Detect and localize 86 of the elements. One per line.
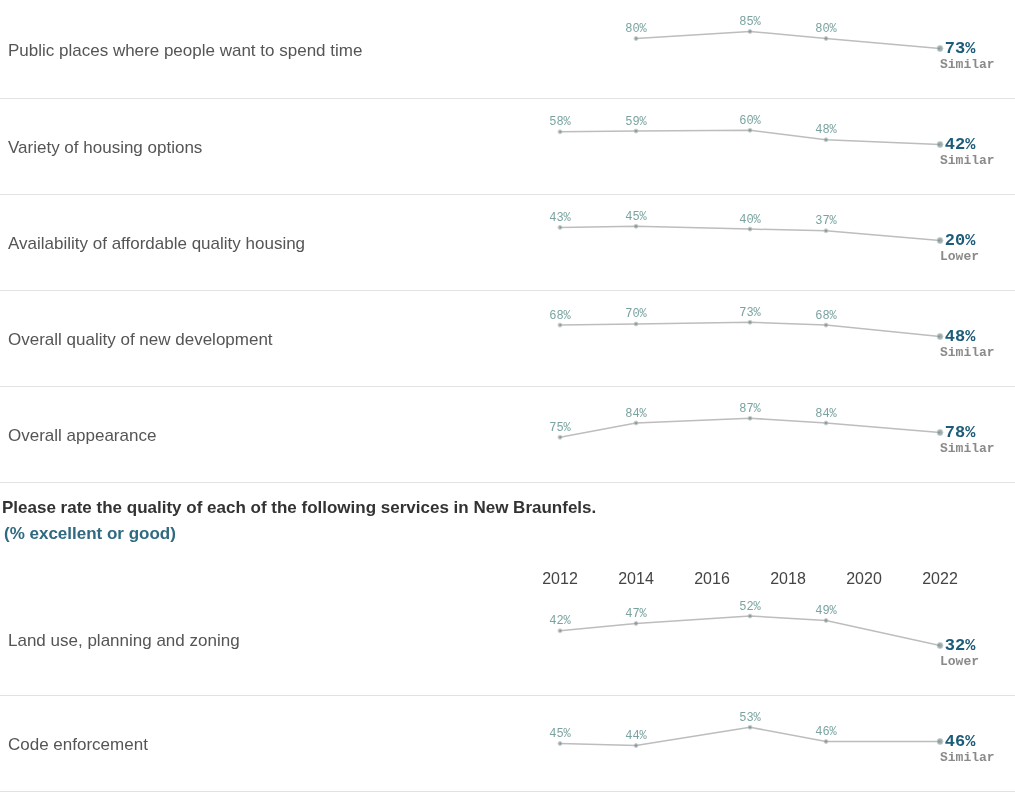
data-label: 53% [739,710,762,725]
x-tick-label: 2022 [922,569,958,587]
point [557,129,563,135]
point [936,738,944,745]
x-tick-label: 2012 [542,569,578,587]
point [557,322,563,328]
point [747,319,753,325]
text: Similar [940,57,995,72]
text: (% excellent or good) [4,524,176,543]
data-label: 42% [549,614,572,629]
point [747,415,753,421]
point [557,224,563,230]
point [557,434,563,440]
data-label: 70% [625,307,648,322]
data-label: 37% [815,214,838,229]
text: Please rate the quality of each of the following services in New Braunfels. [2,497,597,517]
text: Lower [940,249,980,264]
y-axis-title: Overall appearance [8,426,157,445]
point [747,724,753,730]
point [633,420,639,426]
data-label: 78% [944,422,977,442]
y-axis-title: Land use, planning and zoning [8,631,240,650]
point [823,420,829,426]
point [747,226,753,232]
point [633,128,639,134]
text: Similar [940,345,995,360]
point [936,237,944,244]
point [633,223,639,229]
point [747,613,753,619]
x-tick-label: 2014 [618,569,654,587]
data-label: 47% [625,606,648,621]
data-label: 32% [944,635,977,655]
data-label: 46% [944,731,977,751]
data-label: 85% [739,14,762,29]
data-label: 52% [739,599,762,614]
data-label: 80% [815,22,838,37]
y-axis-title: Code enforcement [8,735,149,754]
point [557,741,563,747]
point [823,228,829,234]
data-label: 60% [739,113,762,128]
point [747,127,753,133]
data-label: 73% [739,305,762,320]
text: Lower [940,654,980,669]
point [823,322,829,328]
data-label: 40% [739,212,762,227]
point [823,739,829,744]
data-label: 45% [549,727,572,742]
point [823,617,829,623]
data-label: 43% [549,210,572,225]
data-label: 68% [549,308,572,323]
y-axis-title: Availability of affordable quality housing [8,234,306,253]
point [633,743,639,749]
data-label: 20% [944,230,977,250]
point [936,429,944,436]
data-label: 42% [944,134,977,154]
data-label: 49% [815,603,838,618]
data-label: 44% [625,729,648,744]
text: Similar [940,153,995,168]
data-label: 59% [625,114,648,129]
point [633,620,639,626]
data-label: 45% [625,209,648,224]
x-tick-label: 2020 [846,569,882,587]
data-label: 84% [815,406,838,421]
data-label: 87% [739,401,762,416]
point [633,321,639,327]
point [936,141,944,148]
data-label: 73% [944,38,977,58]
data-label: 58% [549,115,572,130]
data-label: 84% [625,406,648,421]
data-label: 80% [625,22,648,37]
point [936,333,944,340]
point [557,628,563,634]
data-label: 46% [815,725,838,739]
data-label: 68% [815,308,838,323]
y-axis-title: Variety of housing options [8,138,203,157]
data-label: 48% [944,326,977,346]
data-label: 75% [549,420,572,435]
y-axis-title: Public places where people want to spend time [8,41,363,60]
x-tick-label: 2016 [694,569,730,587]
data-label: 48% [815,123,838,138]
text: Similar [940,750,995,765]
x-tick-label: 2018 [770,569,806,587]
y-axis-title: Overall quality of new development [8,330,273,349]
point [823,137,829,143]
text: Similar [940,441,995,456]
point [936,642,944,649]
